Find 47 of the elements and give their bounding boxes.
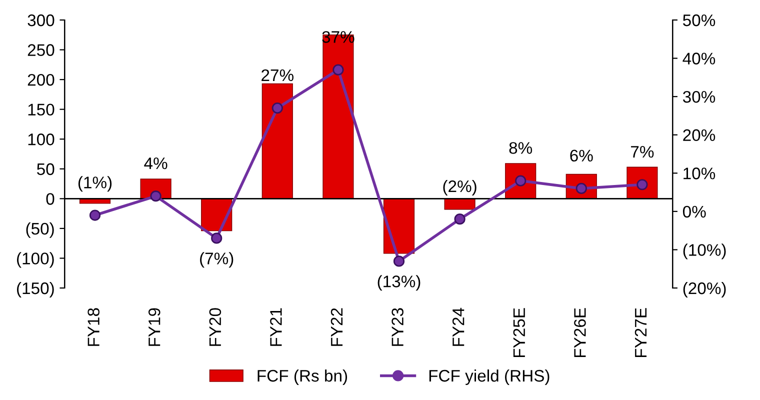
data-label: (1%) (78, 176, 112, 192)
y2-tick-label: 30% (682, 90, 716, 103)
x-tick-label: FY24 (452, 308, 464, 346)
y2-tick-label: 40% (682, 52, 716, 64)
y-tick-label: 100 (28, 134, 54, 146)
y-tick-label: (150) (17, 282, 54, 298)
x-tick-label: FY23 (392, 308, 404, 346)
data-label: (2%) (443, 180, 476, 196)
x-tick-label: FY18 (88, 308, 100, 346)
legend-label: FCF yield (RHS) (429, 369, 550, 385)
y-tick-label: 150 (28, 104, 54, 116)
x-tick-label: FY19 (148, 308, 160, 346)
x-tick-label: FY20 (209, 308, 222, 346)
y-tick-label: (50) (26, 222, 54, 238)
legend-label: FCF (Rs bn) (258, 369, 348, 385)
y2-tick-label: 10% (684, 168, 716, 180)
data-label: 7% (631, 146, 654, 158)
x-tick-label: FY25E (513, 308, 526, 358)
x-tick-label: FY26E (574, 308, 586, 358)
point (211, 232, 222, 244)
y2-tick-label: 50% (682, 14, 716, 26)
point (89, 210, 101, 221)
y-tick-label: 200 (28, 74, 54, 86)
x-tick-label: FY21 (270, 308, 282, 346)
data-label: (7%) (200, 252, 234, 268)
point (150, 190, 162, 202)
x-tick-label: FY22 (330, 308, 343, 346)
y-tick-label: 50 (37, 163, 54, 176)
x-tick-label: FY27E (634, 308, 647, 358)
y-tick-label: (100) (17, 252, 54, 268)
bar (262, 83, 293, 200)
data-label: 8% (509, 142, 532, 154)
y-tick-label: 300 (28, 14, 54, 26)
data-label: 6% (570, 150, 593, 162)
point (332, 64, 344, 76)
point (454, 214, 466, 225)
y-tick-label: 250 (28, 44, 54, 56)
y-tick-label: 0 (46, 193, 54, 205)
point (272, 102, 283, 114)
point (393, 256, 405, 267)
y2-tick-label: (10%) (683, 244, 726, 260)
y2-tick-label: (20%) (683, 282, 726, 298)
data-label: (13%) (378, 275, 420, 291)
y2-tick-label: 20% (683, 129, 716, 142)
data-label: 4% (144, 157, 168, 170)
y2-tick-label: 0% (682, 206, 706, 218)
data-label: 27% (262, 69, 294, 82)
